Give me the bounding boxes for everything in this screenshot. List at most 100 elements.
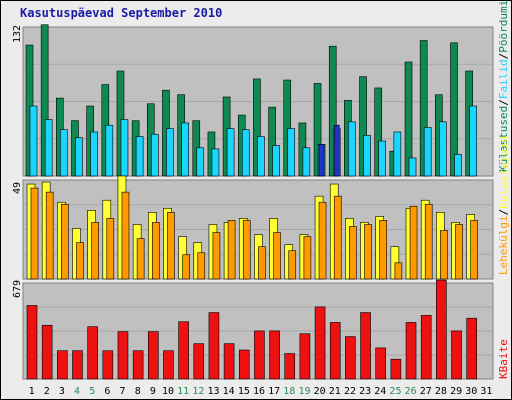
hits-bar (374, 87, 383, 177)
files-bar (241, 129, 250, 177)
pages-bar (409, 205, 418, 280)
files-bar (454, 154, 462, 177)
kbytes-bar (208, 312, 220, 380)
x-tick-label: 31 (480, 386, 492, 397)
x-tick-label: 14 (223, 386, 235, 397)
pages-bar (197, 252, 206, 280)
x-tick-label: 9 (150, 386, 156, 397)
x-tick-label: 2 (44, 386, 50, 397)
visits-bar (333, 124, 340, 177)
files-bar (29, 105, 38, 177)
x-tick-label: 21 (329, 386, 341, 397)
pages-bar (91, 222, 99, 280)
files-bar (302, 147, 311, 177)
visits-bar (318, 144, 325, 177)
files-bar (226, 128, 235, 177)
pages-bar (121, 191, 130, 280)
x-tick-label: 6 (104, 386, 110, 397)
x-tick-label: 20 (314, 386, 326, 397)
hits-bar (268, 106, 276, 177)
x-tick-label: 22 (344, 386, 356, 397)
x-tick-label: 19 (298, 386, 310, 397)
pages-bar (212, 232, 221, 280)
files-bar (348, 121, 356, 177)
kbytes-bar (269, 330, 280, 380)
hits-bar (450, 42, 458, 177)
x-tick-label: 3 (59, 386, 65, 397)
chart-title: Kasutuspäevad September 2010 (20, 6, 223, 20)
kbytes-bar (390, 358, 402, 380)
kbytes-bar (57, 350, 68, 380)
pages-bar (440, 230, 448, 280)
kbytes-bar (329, 322, 341, 380)
files-bar (439, 121, 447, 177)
kbytes-bar (87, 326, 98, 380)
y-max-label-kbytes: 679 (12, 279, 23, 298)
kbytes-bar (375, 347, 387, 380)
files-bar (44, 119, 53, 177)
hits-bar (404, 61, 413, 177)
legend-pages: Lehekülgi (497, 215, 510, 275)
x-tick-label: 16 (253, 386, 265, 397)
x-tick-label: 11 (177, 386, 189, 397)
pages-bar (167, 212, 175, 280)
kbytes-bar (147, 331, 159, 380)
files-bar (287, 128, 296, 177)
pages-bar (45, 191, 54, 280)
pages-bar (136, 238, 145, 280)
kbytes-bar (178, 321, 189, 380)
kbytes-bar (254, 330, 265, 380)
x-tick-label: 25 (389, 386, 401, 397)
y-max-label-visitors: 49 (12, 181, 23, 194)
files-bar (135, 136, 144, 177)
files-bar (75, 137, 83, 177)
x-tick-label: 1 (29, 386, 35, 397)
kbytes-bar (420, 315, 432, 380)
files-bar (196, 147, 205, 177)
kbytes-bar (345, 336, 356, 380)
kbytes-bar (405, 322, 417, 380)
pages-bar (318, 201, 327, 280)
pages-bar (273, 232, 281, 280)
pages-bar (242, 220, 251, 280)
kbytes-bar (284, 353, 296, 380)
files-bar (60, 129, 68, 177)
x-tick-label: 15 (238, 386, 250, 397)
pages-bar (455, 224, 463, 280)
kbytes-bar (466, 317, 477, 380)
files-bar (378, 140, 387, 177)
files-bar (272, 145, 280, 177)
x-tick-label: 24 (374, 386, 386, 397)
legend-visitors: Lehekülgi/Külastajaid (497, 136, 510, 275)
kbytes-bar (132, 350, 144, 380)
files-bar (120, 119, 129, 177)
hits-bar (359, 76, 367, 177)
legend-kbytes-label: KBaite (497, 339, 510, 379)
hits-bar (313, 83, 322, 177)
pages-bar (106, 218, 115, 280)
kbytes-bar (451, 330, 462, 380)
x-tick-label: 28 (435, 386, 447, 397)
kbytes-bar (238, 349, 250, 380)
pages-bar (227, 220, 236, 280)
x-tick-label: 30 (465, 386, 477, 397)
legend-kbytes: KBaite (497, 339, 510, 379)
pages-bar (303, 236, 312, 280)
pages-bar (151, 222, 160, 280)
files-bar (211, 148, 220, 177)
pages-bar (333, 195, 342, 280)
x-tick-label: 29 (450, 386, 462, 397)
x-tick-label: 7 (120, 386, 126, 397)
pages-bar (394, 262, 403, 280)
files-bar (90, 131, 98, 177)
files-bar (393, 131, 402, 177)
kbytes-bar (26, 305, 38, 380)
kbytes-bar (436, 279, 447, 380)
x-tick-label: 27 (420, 386, 432, 397)
pages-bar (182, 254, 190, 280)
pages-bar (258, 246, 266, 280)
files-bar (150, 133, 159, 177)
files-bar (469, 105, 477, 177)
